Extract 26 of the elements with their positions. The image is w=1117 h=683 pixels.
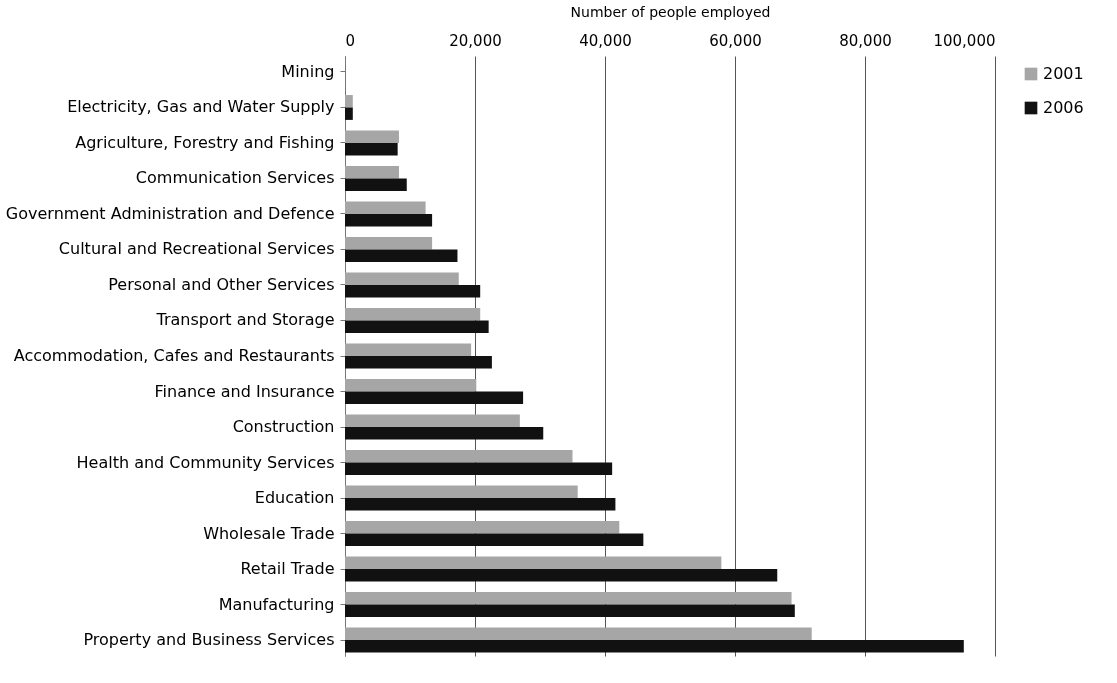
x-tick-label: 100,000 — [933, 31, 996, 50]
y-tick-label: Finance and Insurance — [154, 381, 335, 401]
x-tick-label: 60,000 — [709, 31, 762, 50]
x-axis-title: Number of people employed — [570, 3, 771, 20]
legend-label: 2001 — [1043, 64, 1084, 83]
x-tick-label: 20,000 — [449, 31, 502, 50]
y-tick-label: Retail Trade — [240, 559, 335, 579]
y-tick-label: Electricity, Gas and Water Supply — [67, 97, 335, 117]
x-tick-label: 40,000 — [579, 31, 632, 50]
y-tick-label: Agriculture, Forestry and Fishing — [75, 132, 335, 152]
y-tick-label: Health and Community Services — [76, 452, 335, 472]
x-tick-label: 0 — [345, 31, 356, 50]
y-tick-label: Wholesale Trade — [203, 523, 335, 543]
y-tick-label: Manufacturing — [218, 594, 335, 614]
y-tick-label: Government Administration and Defence — [5, 203, 335, 223]
y-tick-label: Property and Business Services — [83, 630, 335, 650]
y-tick-label: Cultural and Recreational Services — [58, 239, 335, 259]
y-tick-label: Mining — [281, 61, 335, 81]
x-tick-label: 80,000 — [839, 31, 892, 50]
y-tick-label: Transport and Storage — [155, 310, 335, 330]
y-tick-label: Education — [254, 488, 335, 508]
y-tick-label: Accommodation, Cafes and Restaurants — [13, 346, 335, 365]
y-tick-label: Communication Services — [135, 168, 335, 188]
y-tick-label: Personal and Other Services — [108, 274, 335, 294]
legend-label: 2006 — [1043, 98, 1084, 117]
y-tick-label: Construction — [232, 417, 335, 437]
